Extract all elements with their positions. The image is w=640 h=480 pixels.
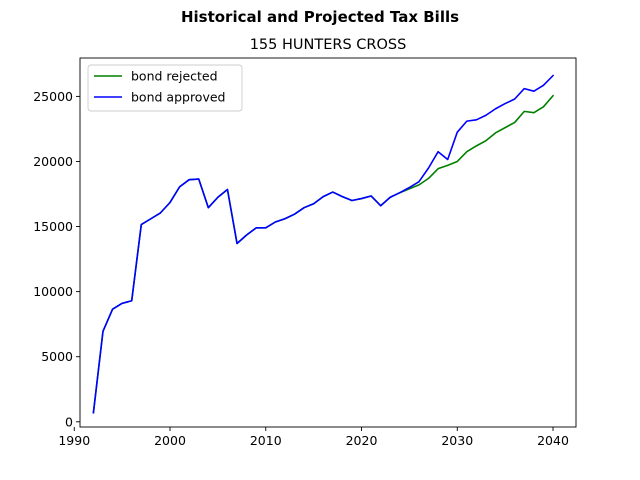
legend: bond rejected bond approved xyxy=(87,64,243,112)
y-tick-label: 20000 xyxy=(33,154,73,169)
y-tick-label: 25000 xyxy=(33,89,73,104)
y-tick-label: 5000 xyxy=(41,349,73,364)
chart-suptitle: Historical and Projected Tax Bills xyxy=(181,8,459,26)
series-line-bond-approved xyxy=(92,74,555,414)
series-line-bond-rejected xyxy=(92,94,555,414)
legend-label-bond-approved: bond approved xyxy=(131,90,225,105)
plot-area: 1990 2000 2010 2020 2030 2040 0 5000 10000 15000 2… xyxy=(33,57,577,448)
x-tick-label: 1990 xyxy=(58,433,90,448)
axes-frame xyxy=(79,57,577,428)
legend-label-bond-rejected: bond rejected xyxy=(131,69,218,84)
chart-title: 155 HUNTERS CROSS xyxy=(250,37,407,53)
x-tick-label: 2030 xyxy=(441,433,473,448)
x-tick-label: 2000 xyxy=(154,433,186,448)
legend-box xyxy=(87,64,243,112)
y-tick-label: 15000 xyxy=(33,219,73,234)
x-tick-label: 2020 xyxy=(346,433,378,448)
y-tick-label: 0 xyxy=(65,414,73,429)
x-tick-label: 2040 xyxy=(537,433,569,448)
y-tick-label: 10000 xyxy=(33,284,73,299)
x-tick-label: 2010 xyxy=(250,433,282,448)
